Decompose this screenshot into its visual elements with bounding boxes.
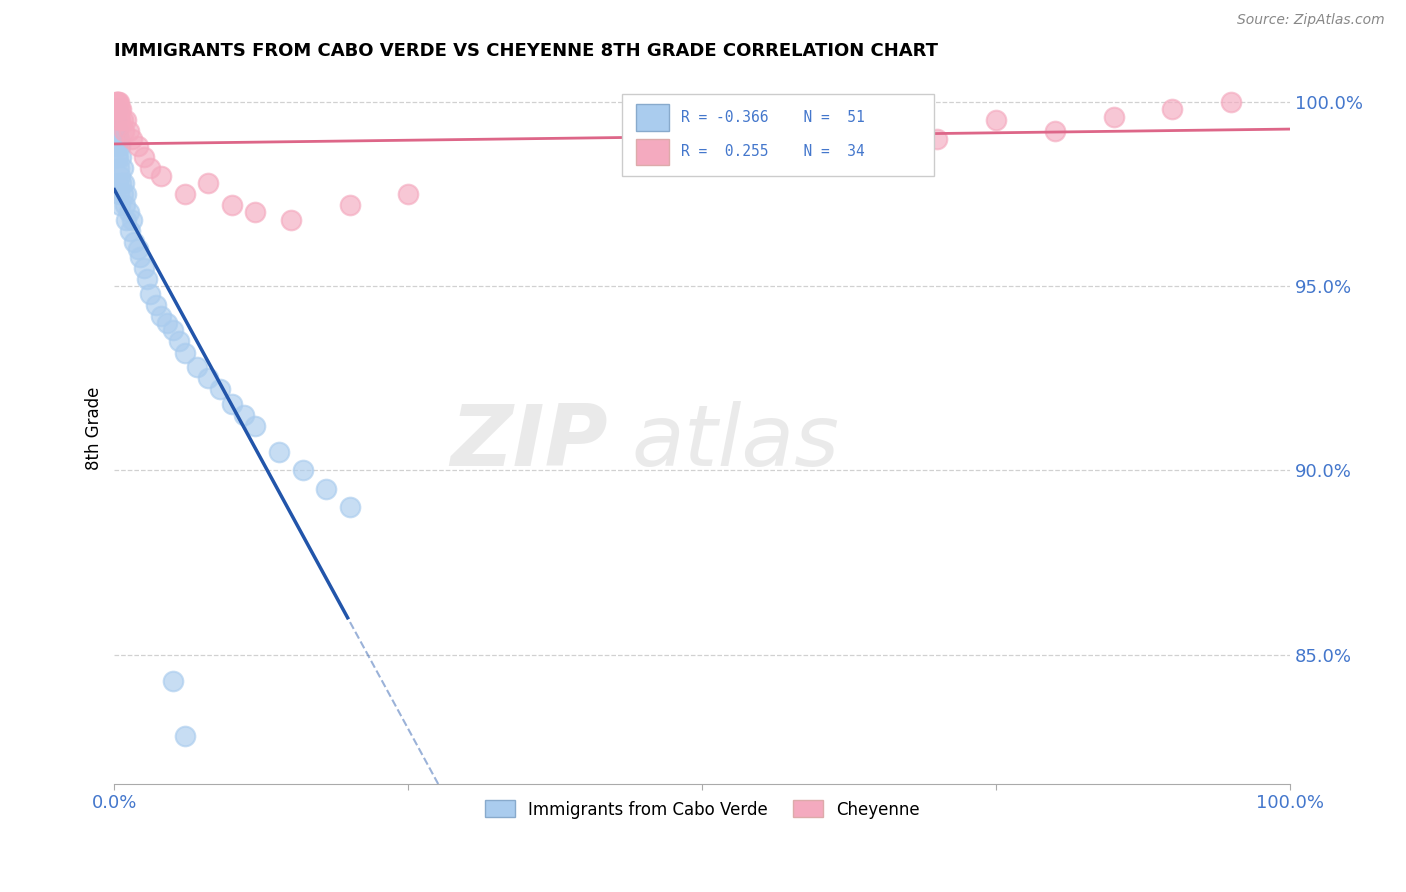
Point xyxy=(107,95,129,109)
Text: atlas: atlas xyxy=(631,401,839,483)
Point xyxy=(108,161,131,176)
Y-axis label: 8th Grade: 8th Grade xyxy=(86,386,103,470)
Point xyxy=(110,103,132,117)
Point xyxy=(150,309,173,323)
Point xyxy=(339,198,361,212)
Bar xyxy=(637,104,669,131)
Point xyxy=(232,408,254,422)
Point xyxy=(150,169,173,183)
Point xyxy=(174,729,197,743)
Text: IMMIGRANTS FROM CABO VERDE VS CHEYENNE 8TH GRADE CORRELATION CHART: IMMIGRANTS FROM CABO VERDE VS CHEYENNE 8… xyxy=(114,42,938,60)
Point xyxy=(396,187,419,202)
Point xyxy=(105,103,128,117)
Point xyxy=(132,260,155,275)
Point xyxy=(1043,124,1066,138)
Point xyxy=(984,113,1007,128)
Bar xyxy=(637,138,669,165)
Point xyxy=(107,103,129,117)
Text: Source: ZipAtlas.com: Source: ZipAtlas.com xyxy=(1237,13,1385,28)
Point xyxy=(108,187,131,202)
Point xyxy=(110,198,132,212)
Point xyxy=(124,235,146,249)
Point xyxy=(221,397,243,411)
Point xyxy=(111,161,134,176)
Point xyxy=(197,176,219,190)
Point xyxy=(105,132,128,146)
Point xyxy=(117,205,139,219)
Point xyxy=(868,124,890,138)
Point xyxy=(115,212,138,227)
Point xyxy=(209,383,232,397)
Point xyxy=(267,445,290,459)
Point xyxy=(315,482,337,496)
Point xyxy=(127,243,149,257)
Point xyxy=(110,150,132,164)
Point xyxy=(110,176,132,190)
Point xyxy=(129,250,152,264)
Point xyxy=(808,139,831,153)
Point xyxy=(108,95,131,109)
Point xyxy=(1102,110,1125,124)
Point xyxy=(132,150,155,164)
Point xyxy=(245,205,267,219)
Point xyxy=(115,113,138,128)
Point xyxy=(105,95,128,109)
Point xyxy=(112,176,135,190)
Point xyxy=(145,297,167,311)
Point xyxy=(108,132,131,146)
Point xyxy=(162,673,184,688)
Point xyxy=(108,113,131,128)
Point xyxy=(110,169,132,183)
Text: R = -0.366    N =  51: R = -0.366 N = 51 xyxy=(681,110,865,125)
Point xyxy=(245,419,267,434)
Point xyxy=(117,124,139,138)
Point xyxy=(107,176,129,190)
Point xyxy=(107,124,129,138)
Point xyxy=(280,212,302,227)
Point xyxy=(174,187,197,202)
Point xyxy=(1220,95,1243,109)
Point xyxy=(221,198,243,212)
Point xyxy=(186,360,208,375)
Legend: Immigrants from Cabo Verde, Cheyenne: Immigrants from Cabo Verde, Cheyenne xyxy=(478,794,927,825)
Point xyxy=(112,124,135,138)
Point xyxy=(104,113,127,128)
Point xyxy=(121,132,143,146)
Point xyxy=(127,139,149,153)
Point xyxy=(121,212,143,227)
Point xyxy=(107,150,129,164)
Point xyxy=(197,371,219,385)
Point xyxy=(138,286,160,301)
Point xyxy=(104,103,127,117)
Text: ZIP: ZIP xyxy=(450,401,609,483)
Point xyxy=(110,113,132,128)
Point xyxy=(291,463,314,477)
Point xyxy=(167,334,190,349)
Point xyxy=(111,187,134,202)
Point xyxy=(110,103,132,117)
Point xyxy=(115,187,138,202)
Point xyxy=(927,132,949,146)
Point xyxy=(104,124,127,138)
Text: R =  0.255    N =  34: R = 0.255 N = 34 xyxy=(681,144,865,159)
Point xyxy=(138,161,160,176)
Point xyxy=(156,316,179,330)
Point xyxy=(339,500,361,515)
FancyBboxPatch shape xyxy=(623,94,934,176)
Point xyxy=(1161,103,1184,117)
Point xyxy=(105,150,128,164)
Point xyxy=(104,95,127,109)
Point xyxy=(105,139,128,153)
Point xyxy=(111,113,134,128)
Point xyxy=(136,272,159,286)
Point xyxy=(105,103,128,117)
Point xyxy=(118,224,141,238)
Point xyxy=(110,139,132,153)
Point xyxy=(114,198,136,212)
Point xyxy=(162,323,184,337)
Point xyxy=(174,345,197,359)
